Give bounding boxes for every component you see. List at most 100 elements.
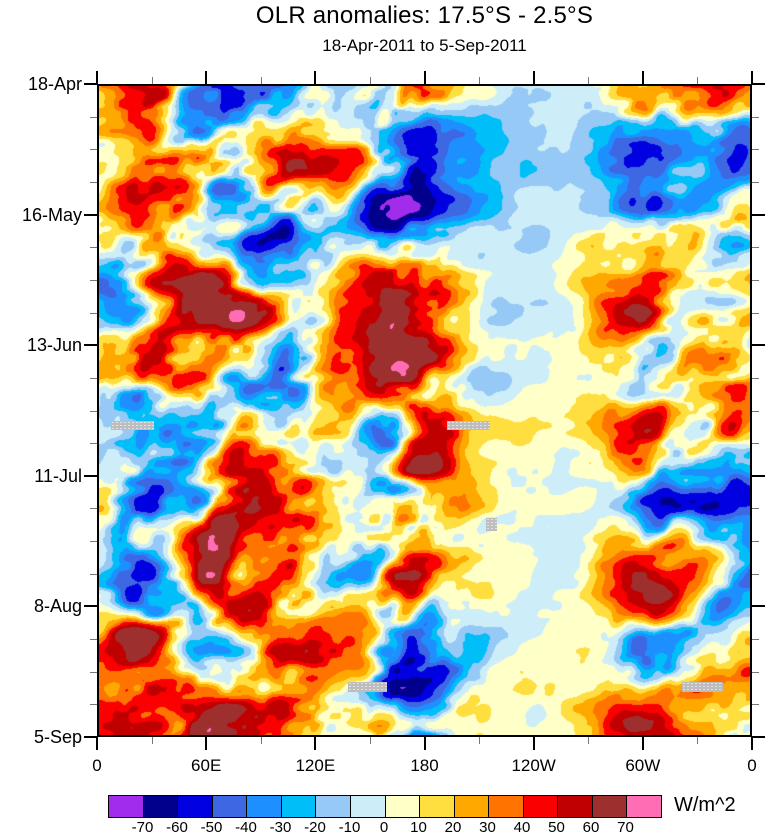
x-tick-major (314, 737, 317, 750)
x-tick-major (205, 71, 208, 84)
y-tick-label: 8-Aug (33, 596, 82, 617)
colorbar-cell (247, 796, 282, 817)
chart-subtitle: 18-Apr-2011 to 5-Sep-2011 (322, 36, 527, 55)
colorbar-tick-label: -70 (131, 819, 154, 834)
y-tick-minor (90, 279, 97, 281)
y-tick-major (752, 474, 765, 477)
colorbar-cell (178, 796, 213, 817)
y-tick-major (752, 213, 765, 216)
colorbar-cell (627, 796, 661, 817)
y-tick-minor (90, 508, 97, 510)
y-tick-minor (90, 149, 97, 151)
y-tick-label: 16-May (21, 204, 82, 225)
colorbar-tick-label: -20 (304, 819, 326, 834)
colorbar-tick-label: -60 (166, 819, 188, 834)
y-tick-minor (752, 671, 759, 673)
colorbar-tick-label: -30 (269, 819, 292, 834)
colorbar-cell (489, 796, 524, 817)
y-tick-minor (90, 541, 97, 543)
x-tick-minor (369, 737, 371, 744)
colorbar-cell (212, 796, 248, 817)
y-tick-minor (90, 671, 97, 673)
y-tick-minor (90, 377, 97, 379)
colorbar-tick-label: -40 (235, 819, 257, 834)
missing-data-patch (446, 420, 491, 430)
x-tick-label: 180 (410, 756, 439, 775)
colorbar-tick-label: -50 (200, 819, 223, 834)
y-tick-minor (752, 541, 759, 543)
x-tick-major (314, 71, 317, 84)
colorbar-tick-label: 20 (444, 819, 462, 834)
x-tick-minor (697, 77, 699, 84)
x-tick-major (205, 737, 208, 750)
y-tick-minor (90, 312, 97, 314)
colorbar-cell (592, 796, 628, 817)
x-tick-minor (697, 737, 699, 744)
colorbar-cell (109, 796, 144, 817)
y-tick-major (84, 474, 97, 477)
x-tick-minor (369, 77, 371, 84)
y-tick-minor (752, 410, 759, 412)
x-tick-minor (588, 737, 590, 744)
colorbar-tick-label: 70 (617, 819, 634, 834)
y-tick-minor (752, 247, 759, 249)
colorbar-tick-label: -10 (338, 819, 361, 834)
y-tick-major (84, 736, 97, 738)
missing-data-patch (348, 682, 388, 692)
y-tick-minor (90, 181, 97, 183)
y-tick-label: 18-Apr (27, 74, 82, 94)
y-tick-minor (752, 704, 759, 706)
colorbar-tick-label: 0 (379, 819, 389, 834)
y-tick-minor (90, 573, 97, 575)
colorbar-cell (523, 796, 559, 817)
y-tick-major (84, 83, 97, 85)
y-tick-minor (752, 443, 759, 445)
colorbar-tick-label: 50 (548, 819, 565, 834)
x-tick-minor (479, 77, 481, 84)
x-tick-label: 60W (625, 756, 661, 775)
plot-area (97, 84, 752, 737)
y-tick-minor (752, 508, 759, 510)
colorbar (108, 795, 662, 818)
y-tick-major (752, 344, 765, 347)
x-tick-label: 60E (191, 756, 222, 775)
missing-data-patch (681, 682, 723, 692)
y-tick-minor (90, 116, 97, 118)
colorbar-tick-label: 40 (513, 819, 531, 834)
y-tick-major (752, 605, 765, 608)
colorbar-cell (143, 796, 179, 817)
x-tick-minor (260, 737, 262, 744)
colorbar-unit-label: W/m^2 (674, 794, 736, 816)
y-tick-major (84, 213, 97, 216)
colorbar-cell (454, 796, 490, 817)
y-tick-minor (752, 377, 759, 379)
y-tick-minor (90, 410, 97, 412)
y-tick-minor (752, 149, 759, 151)
y-tick-minor (90, 639, 97, 641)
missing-data-patch (485, 517, 497, 531)
y-tick-minor (90, 247, 97, 249)
x-tick-label: 120E (295, 756, 336, 775)
colorbar-tick-label: 60 (582, 819, 600, 834)
x-tick-major (423, 71, 426, 84)
y-tick-minor (90, 704, 97, 706)
anomaly-field-canvas (99, 86, 750, 735)
y-tick-minor (752, 116, 759, 118)
y-tick-major (84, 605, 97, 608)
colorbar-cell (350, 796, 386, 817)
x-tick-label: 120W (511, 756, 556, 775)
x-tick-minor (588, 77, 590, 84)
colorbar-cell (281, 796, 317, 817)
x-tick-minor (260, 77, 262, 84)
x-tick-major (641, 737, 644, 750)
colorbar-cell (420, 796, 455, 817)
y-tick-label: 5-Sep (33, 727, 82, 747)
chart-title: OLR anomalies: 17.5°S - 2.5°S (255, 2, 594, 29)
y-tick-minor (752, 279, 759, 281)
y-tick-major (752, 736, 765, 738)
y-tick-label: 13-Jun (26, 335, 82, 356)
x-tick-major (532, 71, 535, 84)
x-tick-minor (479, 737, 481, 744)
x-tick-minor (151, 737, 153, 744)
